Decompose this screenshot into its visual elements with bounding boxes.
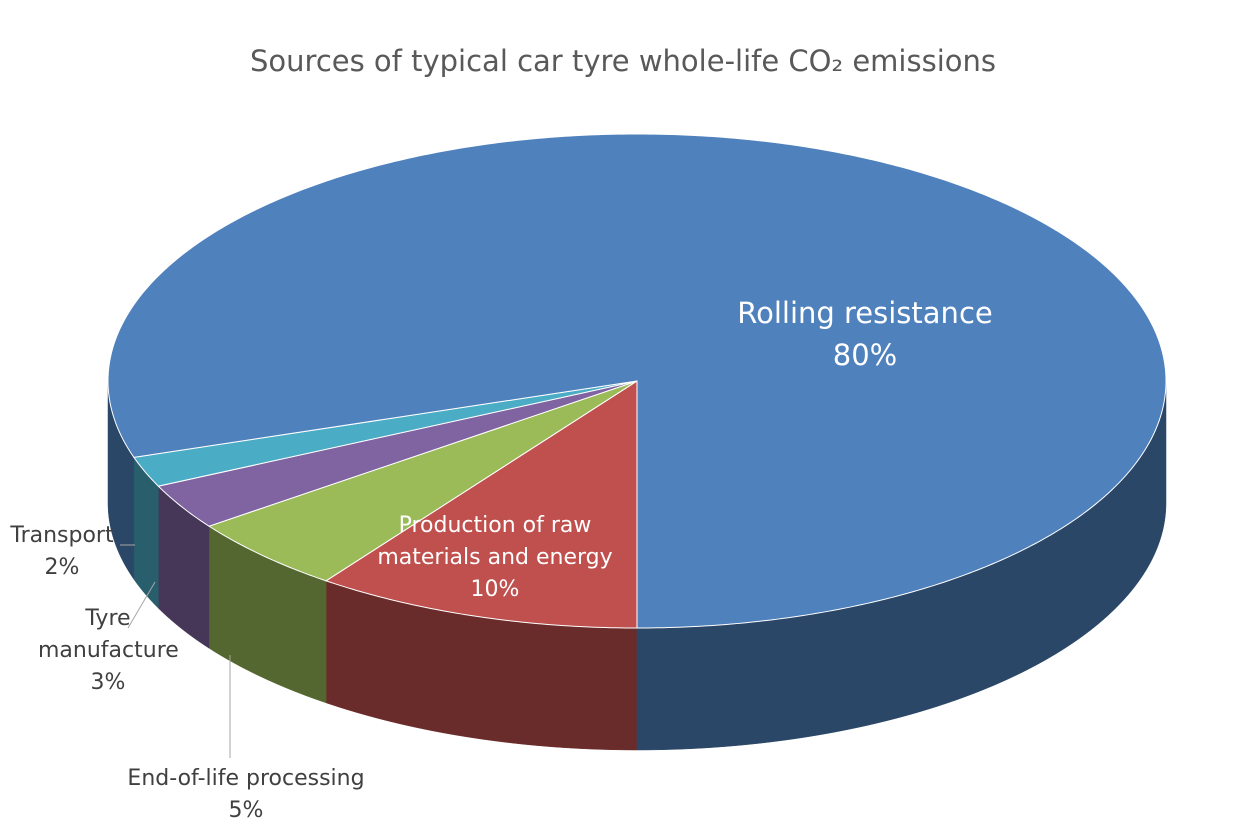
slice [207, 380, 638, 582]
category-label: Tyre manufacture [38, 606, 179, 663]
value-label: 10% [470, 576, 520, 602]
chart-title: Sources of typical car tyre whole-life C… [250, 44, 996, 78]
value-label: 2% [44, 554, 80, 580]
data-label: Rolling resistance 80% [685, 292, 1045, 376]
category-label: Production of raw materials and energy [377, 513, 613, 570]
category-label: End-of-life processing [127, 766, 365, 791]
value-label: 3% [90, 669, 126, 695]
category-label: Transport [10, 523, 114, 548]
category-label: Rolling resistance [737, 296, 993, 330]
data-label: End-of-life processing 5% [96, 763, 396, 827]
leader-line [127, 581, 156, 629]
data-label: Transport 2% [0, 520, 132, 584]
slice [157, 380, 638, 527]
data-label: Production of raw materials and energy 10… [365, 510, 625, 606]
slice [133, 380, 638, 487]
value-label: 80% [832, 338, 898, 373]
slice [324, 380, 638, 629]
slice [107, 133, 1167, 629]
value-label: 5% [228, 797, 264, 823]
data-label: Tyre manufacture 3% [38, 603, 179, 699]
